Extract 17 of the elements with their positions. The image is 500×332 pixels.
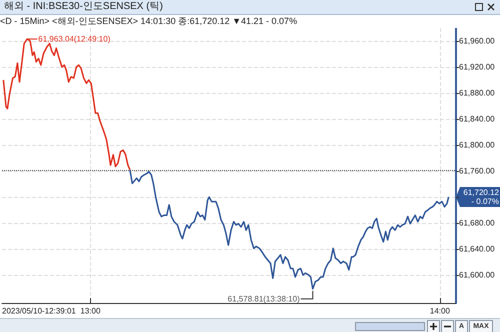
y-tick-label: 61,920.00 bbox=[459, 62, 496, 72]
chart-subtitle: <D - 15Min> <해외-인도SENSEX> 14:01:30 종:61,720.12 ▼41.21 - 0.07% bbox=[0, 15, 298, 28]
text: 2023/05/10-12:39:01 bbox=[2, 306, 76, 316]
y-tick-label: 61,960.00 bbox=[459, 36, 496, 46]
y-tick-label: 61,760.00 bbox=[459, 166, 496, 176]
annotation: 61,963.04(12:49:10) bbox=[38, 34, 111, 44]
annotation: 61,578.81(13:38:10) bbox=[228, 294, 300, 304]
y-tick-label: 61,600.00 bbox=[459, 270, 496, 280]
x-tick-label: 13:00 bbox=[80, 306, 101, 316]
y-tick-label: 61,840.00 bbox=[459, 114, 496, 124]
text: 61,720.12 - 0.07% bbox=[463, 188, 500, 206]
x-tick-label: 14:00 bbox=[430, 306, 450, 316]
y-tick-label: 61,680.00 bbox=[459, 218, 496, 228]
y-tick-label: 61,880.00 bbox=[459, 88, 496, 98]
chart-title: 해외 - INI:BSE30-인도SENSEX (틱) bbox=[4, 0, 163, 14]
y-tick-label: 61,640.00 bbox=[459, 244, 496, 254]
y-tick-label: 61,800.00 bbox=[459, 140, 496, 150]
